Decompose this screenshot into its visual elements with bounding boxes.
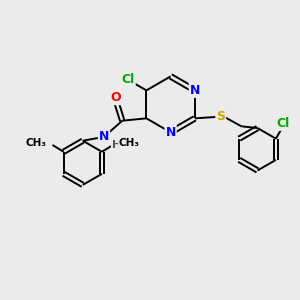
Text: O: O <box>110 91 121 104</box>
Text: Cl: Cl <box>277 117 290 130</box>
Text: Cl: Cl <box>122 73 135 86</box>
Text: S: S <box>216 110 225 123</box>
Text: N: N <box>165 126 176 139</box>
Text: N: N <box>99 130 109 143</box>
Text: H: H <box>112 140 121 150</box>
Text: CH₃: CH₃ <box>26 138 46 148</box>
Text: CH₃: CH₃ <box>119 138 140 148</box>
Text: N: N <box>190 84 200 97</box>
